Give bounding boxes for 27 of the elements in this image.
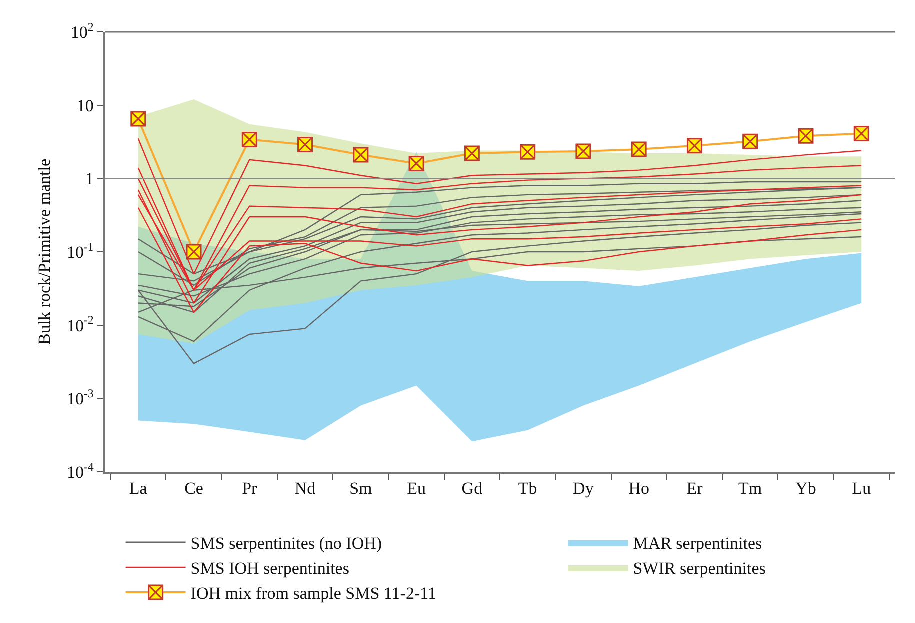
x-tick-label: Sm (350, 479, 372, 498)
y-tick-label: 10$^{-3}$ (66, 386, 94, 409)
y-tick-label: 1 (85, 170, 94, 189)
x-tick-label: Nd (294, 479, 316, 498)
x-tick-label: Pr (242, 479, 258, 498)
legend-label: SMS IOH serpentinites (190, 559, 350, 578)
x-tick-label: Eu (407, 479, 426, 498)
legend-label: SMS serpentinites (no IOH) (190, 534, 382, 553)
x-tick-label: Tb (518, 479, 538, 498)
legend-label: SWIR serpentinites (633, 559, 766, 578)
legend-label: IOH mix from sample SMS 11-2-11 (190, 584, 437, 604)
x-tick-label: Gd (462, 479, 484, 498)
y-tick-label: 10$^{-1}$ (66, 240, 94, 262)
x-tick-label: Dy (573, 479, 594, 498)
legend-label: MAR serpentinites (633, 534, 762, 553)
y-tick-label: 10$^{2}$ (70, 20, 94, 42)
x-tick-label: Lu (852, 479, 872, 498)
x-tick-label: Ce (184, 479, 204, 498)
x-tick-label: Yb (796, 479, 816, 498)
x-tick-label: Tm (738, 479, 762, 498)
x-tick-label: Er (686, 479, 704, 498)
x-tick-label: La (129, 479, 148, 498)
y-tick-label: 10$^{-2}$ (66, 313, 94, 336)
y-tick-label: 10 (76, 96, 94, 116)
y-tick-label: 10$^{-4}$ (66, 460, 94, 482)
y-axis-title: Bulk rock/Primitive mantle (34, 158, 54, 346)
x-tick-label: Ho (628, 479, 650, 498)
